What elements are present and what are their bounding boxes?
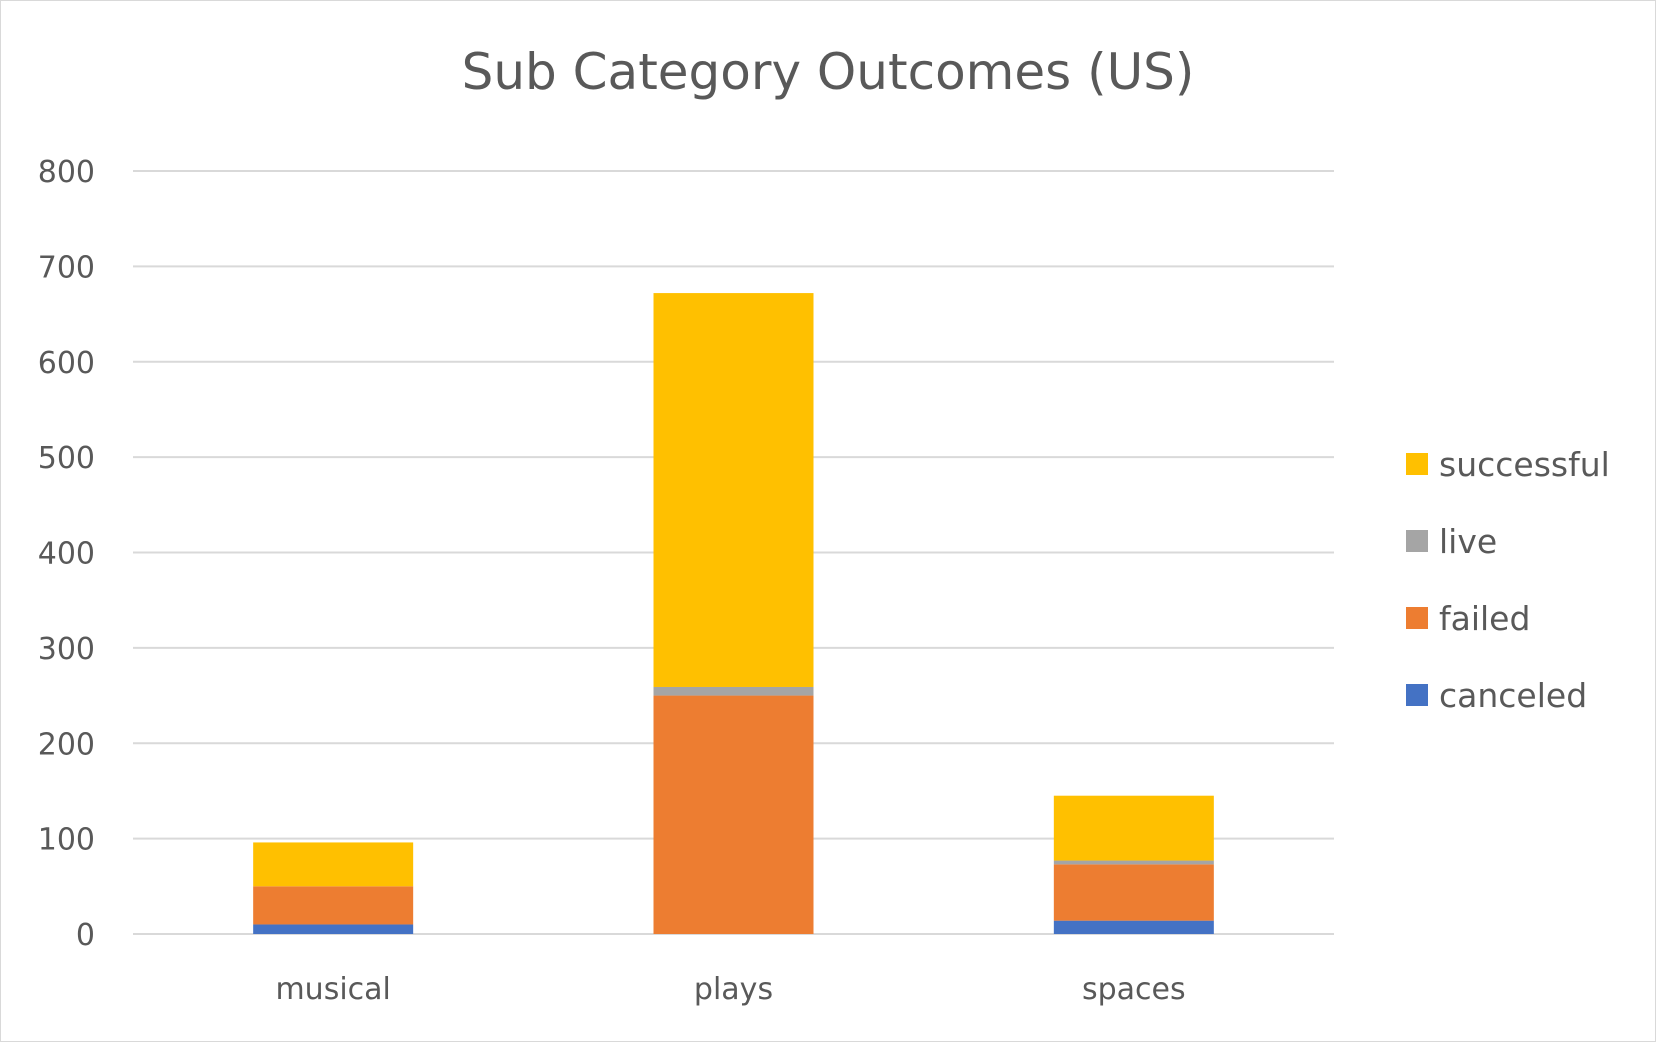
bar-plays-failed: [653, 695, 814, 934]
y-tick-label: 600: [38, 346, 95, 381]
x-tick-label: plays: [694, 972, 773, 1007]
bar-musical-successful: [253, 842, 414, 887]
legend-label-live: live: [1439, 522, 1497, 561]
y-tick-label: 800: [38, 155, 95, 190]
bar-spaces-live: [1053, 860, 1214, 865]
bar-plays-successful: [653, 293, 814, 687]
legend: successful live failed canceled: [1406, 445, 1610, 715]
y-tick-label: 700: [38, 250, 95, 285]
y-tick-label: 400: [38, 537, 95, 572]
chart-title: Sub Category Outcomes (US): [461, 43, 1195, 101]
legend-swatch-live: [1406, 530, 1428, 552]
bar-musical-canceled: [253, 924, 414, 934]
legend-label-failed: failed: [1439, 599, 1530, 638]
bar-spaces-failed: [1053, 864, 1214, 921]
bar-plays-live: [653, 686, 814, 696]
bar-musical-failed: [253, 886, 414, 925]
legend-swatch-failed: [1406, 607, 1428, 629]
legend-swatch-canceled: [1406, 684, 1428, 706]
x-tick-label: musical: [275, 972, 390, 1007]
x-tick-label: spaces: [1082, 972, 1186, 1007]
y-tick-label: 300: [38, 632, 95, 667]
y-tick-label: 500: [38, 441, 95, 476]
y-tick-label: 200: [38, 727, 95, 762]
legend-label-successful: successful: [1439, 445, 1610, 484]
legend-swatch-successful: [1406, 453, 1428, 475]
bar-spaces-successful: [1053, 795, 1214, 861]
y-axis-ticks: 0 100 200 300 400 500 600 700 800: [38, 155, 95, 953]
y-tick-label: 100: [38, 823, 95, 858]
legend-label-canceled: canceled: [1439, 676, 1587, 715]
y-tick-label: 0: [76, 918, 95, 953]
x-axis-ticks: musical plays spaces: [275, 972, 1185, 1007]
bars: [253, 293, 1214, 934]
bar-spaces-canceled: [1053, 920, 1214, 934]
